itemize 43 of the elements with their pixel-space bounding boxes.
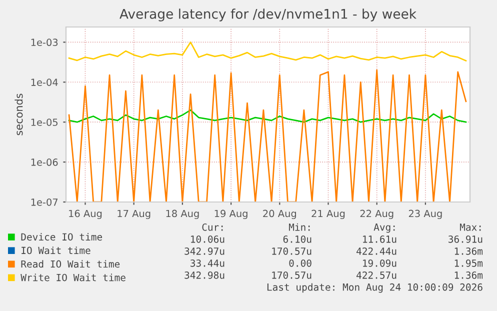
text: 170.57u — [272, 247, 312, 255]
text: Min: — [288, 223, 310, 231]
text: Last update: Mon Aug 24 10:00:09 2026 — [267, 283, 482, 293]
x-tick-label: 19 Aug — [214, 210, 248, 220]
y-tick-label: 1e-04 — [31, 78, 58, 86]
x-tick-label: 21 Aug — [312, 210, 345, 220]
line-series — [68, 41, 467, 62]
text: 36.91u — [448, 235, 482, 243]
text: 342.98u — [184, 271, 224, 279]
line-series — [68, 109, 467, 123]
x-tick-label: 18 Aug — [166, 210, 199, 220]
text: 1.36m — [454, 247, 483, 255]
text: Max: — [460, 224, 481, 231]
x-tick-label: 20 Aug — [263, 210, 296, 220]
x-tick-label: 16 Aug — [69, 210, 102, 220]
x-tick-label: 23 Aug — [408, 210, 442, 220]
text: 422.57u — [356, 271, 396, 279]
legend-label: Read IO Wait time — [21, 260, 120, 268]
chart-title: Average latency for /dev/nvme1n1 - by week — [120, 8, 416, 22]
text: 19.09u — [363, 259, 396, 267]
legend-label: Device IO time — [21, 233, 102, 241]
text: 0.00 — [289, 259, 312, 267]
text: 1.36m — [454, 271, 483, 279]
line-series — [68, 69, 467, 202]
text: 342.97u — [184, 247, 224, 255]
x-tick-label: 22 Aug — [360, 210, 394, 220]
text: 422.44u — [356, 247, 396, 255]
legend-label: IO Wait time — [22, 246, 90, 254]
y-axis-title: seconds — [14, 94, 23, 136]
y-tick-label: 1e-07 — [31, 198, 58, 206]
text: 10.06u — [191, 235, 224, 243]
text: 6.10u — [283, 235, 312, 243]
text: 1.95m — [454, 259, 483, 267]
text: 33.44u — [190, 259, 224, 267]
legend-label: Write IO Wait time — [20, 274, 126, 282]
text: 170.57u — [272, 271, 312, 279]
y-tick-label: 1e-05 — [31, 118, 58, 126]
y-tick-label: 1e-03 — [31, 38, 58, 46]
x-tick-label: 17 Aug — [118, 210, 150, 220]
text: 11.61u — [363, 235, 396, 243]
text: Cur: — [202, 223, 223, 231]
text: Avg: — [374, 224, 395, 233]
y-tick-label: 1e-06 — [31, 158, 58, 166]
